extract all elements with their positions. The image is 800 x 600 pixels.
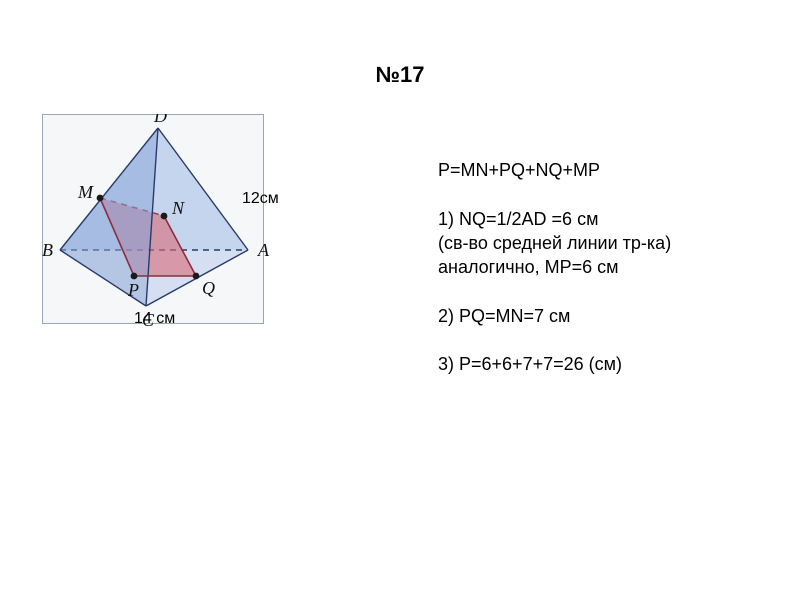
vertex-label-B: B — [42, 240, 53, 260]
vertex-label-P: P — [127, 280, 139, 300]
vertex-label-A: A — [257, 240, 270, 260]
vertex-label-M: M — [77, 182, 94, 202]
vertex-label-D: D — [153, 114, 167, 126]
solution-text: P=MN+PQ+NQ+MP 1) NQ=1/2AD =6 см (св-во с… — [438, 158, 671, 377]
vertex-label-Q: Q — [202, 278, 215, 298]
problem-title: №17 — [0, 62, 800, 88]
diagram-container: DBCAMNPQ 12см 14 см — [42, 114, 298, 338]
edge-label-BC: 14 см — [134, 310, 175, 328]
vertex-label-N: N — [171, 198, 185, 218]
tetrahedron-diagram: DBCAMNPQ — [42, 114, 302, 338]
edge-label-AD: 12см — [242, 190, 279, 208]
